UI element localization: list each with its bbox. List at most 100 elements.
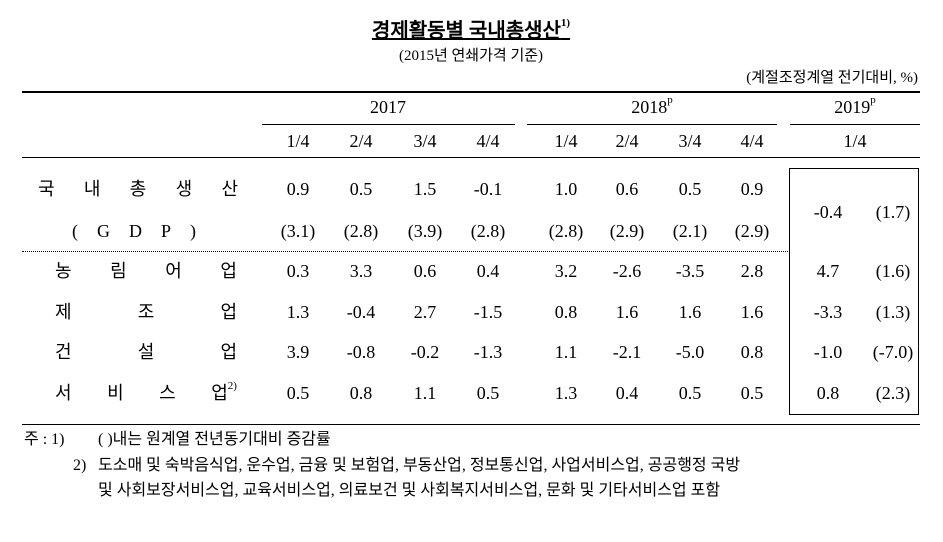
top-rule: [22, 91, 920, 93]
cell: 3.2: [554, 261, 578, 281]
year-rule: [262, 124, 515, 125]
row-label-char: 조: [137, 302, 155, 322]
cell: 0.9: [740, 179, 764, 199]
title: 경제활동별 국내총생산: [371, 20, 561, 42]
cell: (2.1): [672, 221, 708, 241]
cell: -5.0: [675, 342, 705, 362]
cell: 1.1: [554, 342, 578, 362]
row-label-char: 설: [137, 342, 155, 362]
cell: 1.6: [678, 302, 702, 322]
note-text: 도소매 및 숙박음식업, 운수업, 금융 및 보험업, 부동산업, 정보통신업,…: [98, 457, 741, 474]
cell: 0.5: [678, 179, 702, 199]
quarter-header: 4/4: [740, 131, 764, 151]
row-label-char: 내: [83, 179, 101, 199]
cell: (1.7): [875, 202, 911, 222]
row-label-char: 업: [220, 342, 237, 362]
cell: -0.2: [410, 342, 440, 362]
title-note: 1): [560, 17, 571, 29]
quarter-header: 4/4: [476, 131, 500, 151]
note-marker: 2): [73, 457, 87, 474]
cell: -1.3: [473, 342, 503, 362]
quarter-header: 3/4: [413, 131, 437, 151]
cell: 0.4: [476, 261, 500, 281]
cell: 0.6: [413, 261, 437, 281]
cell: 3.3: [349, 261, 373, 281]
cell: 1.3: [554, 383, 578, 403]
cell: (1.3): [875, 302, 911, 322]
cell: (-7.0): [872, 342, 914, 362]
cell: 2.7: [413, 302, 437, 322]
cell: -0.8: [346, 342, 376, 362]
year-label: 2017: [370, 97, 406, 117]
cell: 0.8: [349, 383, 373, 403]
cell: 2.8: [740, 261, 764, 281]
year-mark: p: [870, 94, 876, 106]
quarter-header: 2/4: [615, 131, 639, 151]
cell: (2.3): [875, 383, 911, 403]
row-label-char: 산: [221, 179, 238, 199]
row-label-char: (: [72, 221, 78, 241]
cell: 0.5: [476, 383, 500, 403]
cell: 3.9: [286, 342, 310, 362]
row-label-char: 총: [129, 179, 147, 199]
quarter-header: 2/4: [349, 131, 373, 151]
cell: 0.4: [615, 383, 639, 403]
note-marker: 주 : 1): [24, 431, 65, 448]
row-label-char: 국: [38, 179, 55, 199]
cell: 0.5: [286, 383, 310, 403]
year-label: 2019: [834, 97, 871, 117]
quarter-header: 1/4: [286, 131, 310, 151]
quarter-header: 1/4: [554, 131, 578, 151]
year-mark: p: [667, 94, 673, 106]
year-header: 2018p: [631, 95, 673, 117]
row-label-char: D: [128, 221, 142, 241]
cell: 0.3: [286, 261, 310, 281]
cell: 0.8: [740, 342, 764, 362]
cell: 0.5: [678, 383, 702, 403]
year-header: 2017: [370, 98, 406, 116]
row-label-char: 업2): [211, 380, 237, 403]
cell: (2.8): [548, 221, 584, 241]
cell: -3.5: [675, 261, 705, 281]
row-label-char: 스: [159, 383, 176, 403]
cell: 1.6: [740, 302, 764, 322]
row-label-char: 비: [107, 383, 124, 403]
dotted-rule: [22, 251, 790, 252]
cell: (2.8): [343, 221, 379, 241]
cell: 0.8: [816, 383, 840, 403]
cell: 1.0: [554, 179, 578, 199]
cell: 0.8: [554, 302, 578, 322]
row-label-char: 업: [220, 261, 237, 281]
row-label-char: ): [189, 221, 196, 241]
row-label-char: 농: [55, 261, 72, 281]
note-text: 및 사회보장서비스업, 교육서비스업, 의료보건 및 사회복지서비스업, 문화 …: [98, 482, 721, 499]
quarter-header: 1/4: [843, 131, 867, 151]
cell: 4.7: [816, 261, 840, 281]
row-label-char: G: [96, 221, 110, 241]
year-rule: [790, 124, 920, 125]
year-label: 2018: [631, 97, 668, 117]
cell: 1.5: [413, 179, 437, 199]
cell: 1.1: [413, 383, 437, 403]
cell: (3.1): [280, 221, 316, 241]
row-label-char: 림: [110, 261, 127, 281]
bottom-rule: [22, 424, 920, 425]
cell: (3.9): [407, 221, 443, 241]
unit: (계절조정계열 전기대비, %): [746, 70, 918, 86]
note-text: ( )내는 원계열 전년동기대비 증감률: [98, 431, 331, 448]
cell: -3.3: [813, 302, 843, 322]
row-label: 서 비 스 업2): [55, 380, 237, 403]
cell: -1.5: [473, 302, 503, 322]
quarter-header: 3/4: [678, 131, 702, 151]
title-wrap: 경제활동별 국내총생산1): [371, 18, 570, 42]
highlight-box: [789, 168, 919, 415]
subtitle: (2015년 연쇄가격 기준): [398, 48, 544, 64]
row-label-char: 제: [55, 302, 72, 322]
cell: (2.9): [609, 221, 645, 241]
year-header: 2019p: [834, 95, 876, 117]
